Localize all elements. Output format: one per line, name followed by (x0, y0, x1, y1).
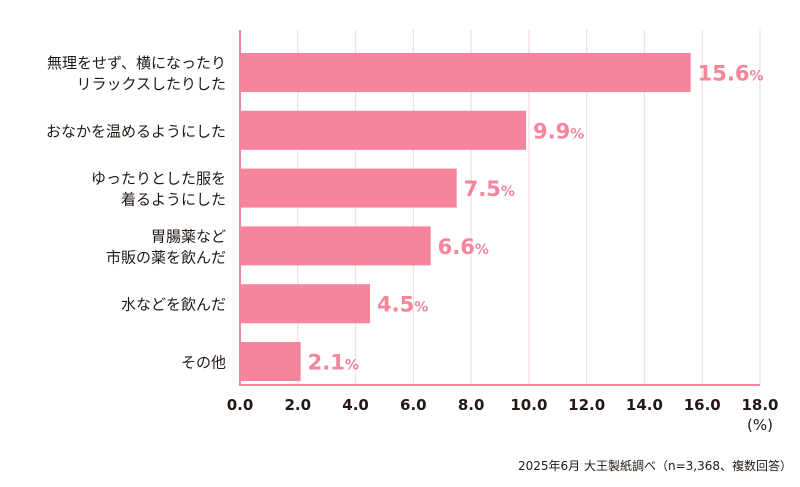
x-tick-label: 6.0 (400, 396, 427, 414)
bar (240, 53, 691, 92)
category-label: 胃腸薬など (151, 227, 226, 245)
data-label: 9.9% (533, 119, 584, 143)
data-label: 2.1% (308, 351, 359, 375)
category-label: 市販の薬を飲んだ (106, 248, 226, 266)
footnote: 2025年6月 大王製紙調べ（n=3,368、複数回答） (518, 458, 792, 473)
x-tick-label: 14.0 (626, 396, 663, 414)
x-tick-label: 18.0 (741, 396, 778, 414)
category-label: 無理をせず、横になったり (47, 54, 226, 72)
x-tick-label: 8.0 (458, 396, 485, 414)
x-tick-label: 10.0 (510, 396, 547, 414)
category-label: ゆったりとした服を (91, 170, 226, 188)
bar (240, 168, 457, 208)
x-axis-unit-label: (%) (747, 416, 773, 434)
bar (240, 226, 431, 266)
x-tick-label: 12.0 (568, 396, 605, 414)
category-label: その他 (181, 354, 226, 372)
data-label: 15.6% (698, 62, 764, 86)
x-tick-label: 2.0 (284, 396, 311, 414)
x-tick-label: 4.0 (342, 396, 369, 414)
category-label: リラックスしたりした (76, 75, 226, 93)
category-label: 水などを飲んだ (121, 296, 226, 314)
data-label: 7.5% (464, 177, 515, 201)
x-tick-label: 0.0 (227, 396, 254, 414)
bar (240, 110, 526, 150)
data-label: 4.5% (377, 293, 428, 317)
x-tick-label: 16.0 (684, 396, 721, 414)
category-label: おなかを温めるようにした (46, 122, 226, 140)
data-label: 6.6% (438, 235, 489, 259)
category-label: 着るようにした (121, 191, 226, 209)
bar (240, 284, 370, 324)
bar (240, 342, 301, 381)
